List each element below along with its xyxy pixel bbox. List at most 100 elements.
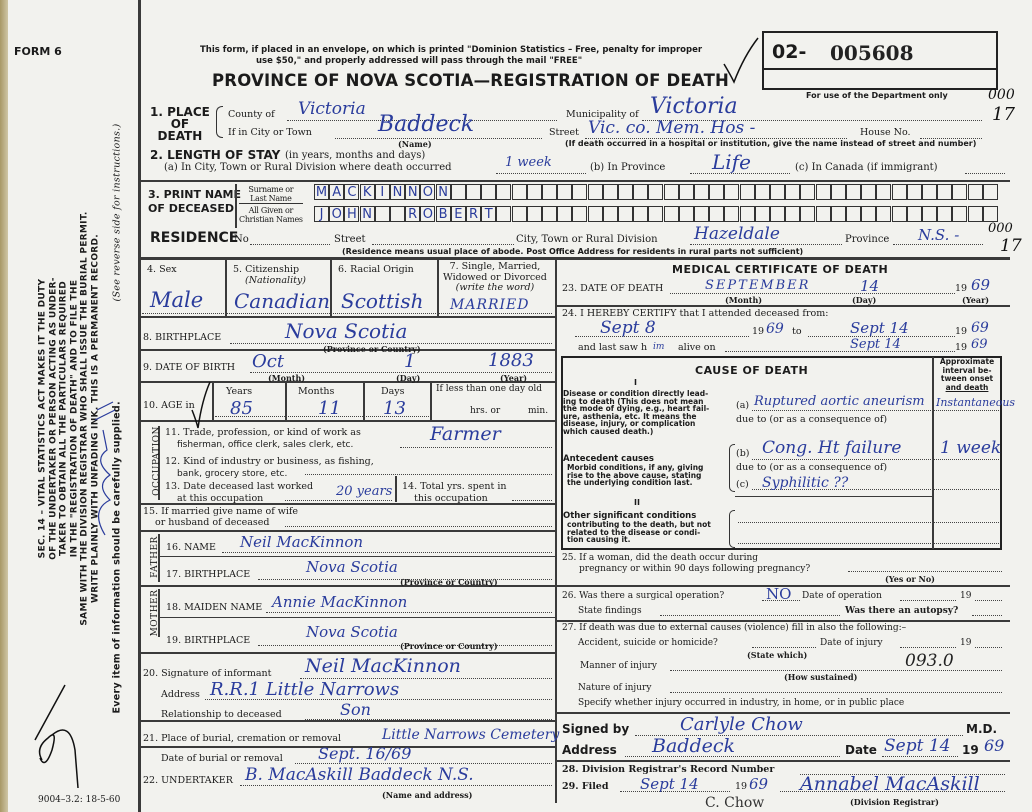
- name-letter-cell[interactable]: [450, 184, 466, 200]
- citizenship-value[interactable]: Canadian: [234, 289, 331, 313]
- filed-date-value[interactable]: Sept 14: [640, 775, 699, 793]
- name-letter-cell[interactable]: [648, 206, 664, 222]
- name-letter-cell[interactable]: [785, 206, 801, 222]
- name-letter-cell[interactable]: O: [329, 206, 345, 222]
- cause-c-value[interactable]: Syphilitic ??: [762, 475, 849, 491]
- date-of-death-month[interactable]: SEPTEMBER: [705, 278, 811, 293]
- name-letter-cell[interactable]: [785, 184, 801, 200]
- name-letter-cell[interactable]: [922, 184, 937, 200]
- name-letter-cell[interactable]: [967, 184, 983, 200]
- name-letter-cell[interactable]: [542, 184, 557, 200]
- name-letter-cell[interactable]: [770, 206, 785, 222]
- name-letter-cell[interactable]: [846, 184, 861, 200]
- name-letter-cell[interactable]: [374, 206, 390, 222]
- burial-date-value[interactable]: Sept. 16/69: [318, 744, 412, 763]
- name-letter-cell[interactable]: R: [405, 206, 421, 222]
- name-letter-cell[interactable]: [496, 184, 512, 200]
- city-value[interactable]: Baddeck: [378, 112, 475, 137]
- name-letter-cell[interactable]: [846, 206, 861, 222]
- burial-place-value[interactable]: Little Narrows Cemetery: [382, 727, 560, 743]
- months-value[interactable]: 11: [318, 398, 341, 419]
- name-letter-cell[interactable]: [891, 206, 907, 222]
- name-letter-cell[interactable]: [587, 206, 603, 222]
- name-letter-cell[interactable]: R: [466, 206, 481, 222]
- name-letter-cell[interactable]: [952, 206, 968, 222]
- name-letter-cell[interactable]: [663, 184, 679, 200]
- attended-from-year[interactable]: 69: [766, 321, 784, 337]
- name-letter-cell[interactable]: H: [344, 206, 360, 222]
- name-letter-cell[interactable]: O: [420, 206, 436, 222]
- surgical-operation-value[interactable]: NO: [766, 585, 792, 603]
- name-letter-cell[interactable]: [861, 206, 877, 222]
- name-letter-cell[interactable]: T: [481, 206, 497, 222]
- name-letter-cell[interactable]: [557, 206, 573, 222]
- name-letter-cell[interactable]: [618, 184, 633, 200]
- name-letter-cell[interactable]: [694, 206, 709, 222]
- name-letter-cell[interactable]: [633, 206, 649, 222]
- name-letter-cell[interactable]: [602, 206, 618, 222]
- name-letter-cell[interactable]: K: [359, 184, 375, 200]
- name-letter-cell[interactable]: [891, 184, 907, 200]
- cause-a-interval[interactable]: Instantaneous: [936, 396, 1016, 409]
- name-letter-cell[interactable]: [967, 206, 983, 222]
- sign-date-value[interactable]: Sept 14: [884, 736, 951, 756]
- name-letter-cell[interactable]: [754, 184, 770, 200]
- name-letter-cell[interactable]: [587, 184, 603, 200]
- name-letter-cell[interactable]: [648, 184, 664, 200]
- name-letter-cell[interactable]: [982, 184, 998, 200]
- racial-origin-value[interactable]: Scottish: [341, 289, 424, 313]
- cause-b-interval[interactable]: 1 week: [940, 438, 1002, 458]
- days-value[interactable]: 13: [383, 398, 406, 419]
- stay-in-province-value[interactable]: Life: [712, 150, 751, 174]
- father-birthplace-value[interactable]: Nova Scotia: [306, 558, 398, 576]
- name-letter-cell[interactable]: [602, 184, 618, 200]
- name-letter-cell[interactable]: [511, 184, 527, 200]
- filed-year-value[interactable]: 69: [749, 775, 769, 793]
- father-name-value[interactable]: Neil MacKinnon: [240, 533, 364, 551]
- name-letter-cell[interactable]: [678, 184, 694, 200]
- sign-year-value[interactable]: 69: [984, 736, 1005, 755]
- name-letter-cell[interactable]: [906, 206, 922, 222]
- name-letter-cell[interactable]: [572, 184, 588, 200]
- dob-year-value[interactable]: 1883: [488, 350, 534, 371]
- name-letter-cell[interactable]: [557, 184, 573, 200]
- name-letter-cell[interactable]: [815, 184, 831, 200]
- name-letter-cell[interactable]: [952, 184, 968, 200]
- marital-status-value[interactable]: MARRIED: [450, 297, 530, 313]
- name-letter-cell[interactable]: [754, 206, 770, 222]
- cause-a-value[interactable]: Ruptured aortic aneurism: [754, 394, 925, 409]
- last-worked-value[interactable]: 20 years: [336, 484, 393, 499]
- name-letter-cell[interactable]: C: [344, 184, 360, 200]
- name-letter-cell[interactable]: [770, 184, 785, 200]
- informant-address-value[interactable]: R.R.1 Little Narrows: [210, 679, 400, 700]
- name-letter-cell[interactable]: [800, 206, 816, 222]
- street-value[interactable]: Vic. co. Mem. Hos -: [588, 118, 756, 138]
- name-letter-cell[interactable]: [861, 184, 877, 200]
- name-letter-cell[interactable]: M: [314, 184, 329, 200]
- name-letter-cell[interactable]: [633, 184, 649, 200]
- name-letter-cell[interactable]: [709, 184, 725, 200]
- name-letter-cell[interactable]: [481, 184, 497, 200]
- name-letter-cell[interactable]: N: [435, 184, 451, 200]
- relationship-value[interactable]: Son: [340, 700, 371, 719]
- name-letter-cell[interactable]: [709, 206, 725, 222]
- name-letter-cell[interactable]: [618, 206, 633, 222]
- years-value[interactable]: 85: [230, 398, 253, 419]
- name-letter-cell[interactable]: O: [420, 184, 436, 200]
- name-letter-cell[interactable]: [876, 184, 892, 200]
- name-letter-cell[interactable]: [830, 184, 846, 200]
- name-letter-cell[interactable]: [694, 184, 709, 200]
- name-letter-cell[interactable]: [815, 206, 831, 222]
- date-of-death-year[interactable]: 69: [971, 276, 991, 294]
- sex-value[interactable]: Male: [150, 288, 204, 312]
- birthplace-value[interactable]: Nova Scotia: [285, 319, 408, 343]
- name-letter-cell[interactable]: [496, 206, 512, 222]
- stay-in-division-value[interactable]: 1 week: [505, 155, 552, 170]
- signed-by-value[interactable]: Carlyle Chow: [680, 714, 803, 735]
- name-letter-cell[interactable]: N: [390, 184, 405, 200]
- occupation-value[interactable]: Farmer: [430, 423, 501, 445]
- name-letter-cell[interactable]: N: [359, 206, 375, 222]
- name-letter-cell[interactable]: [739, 184, 755, 200]
- dob-day-value[interactable]: 1: [404, 351, 416, 372]
- name-letter-cell[interactable]: [663, 206, 679, 222]
